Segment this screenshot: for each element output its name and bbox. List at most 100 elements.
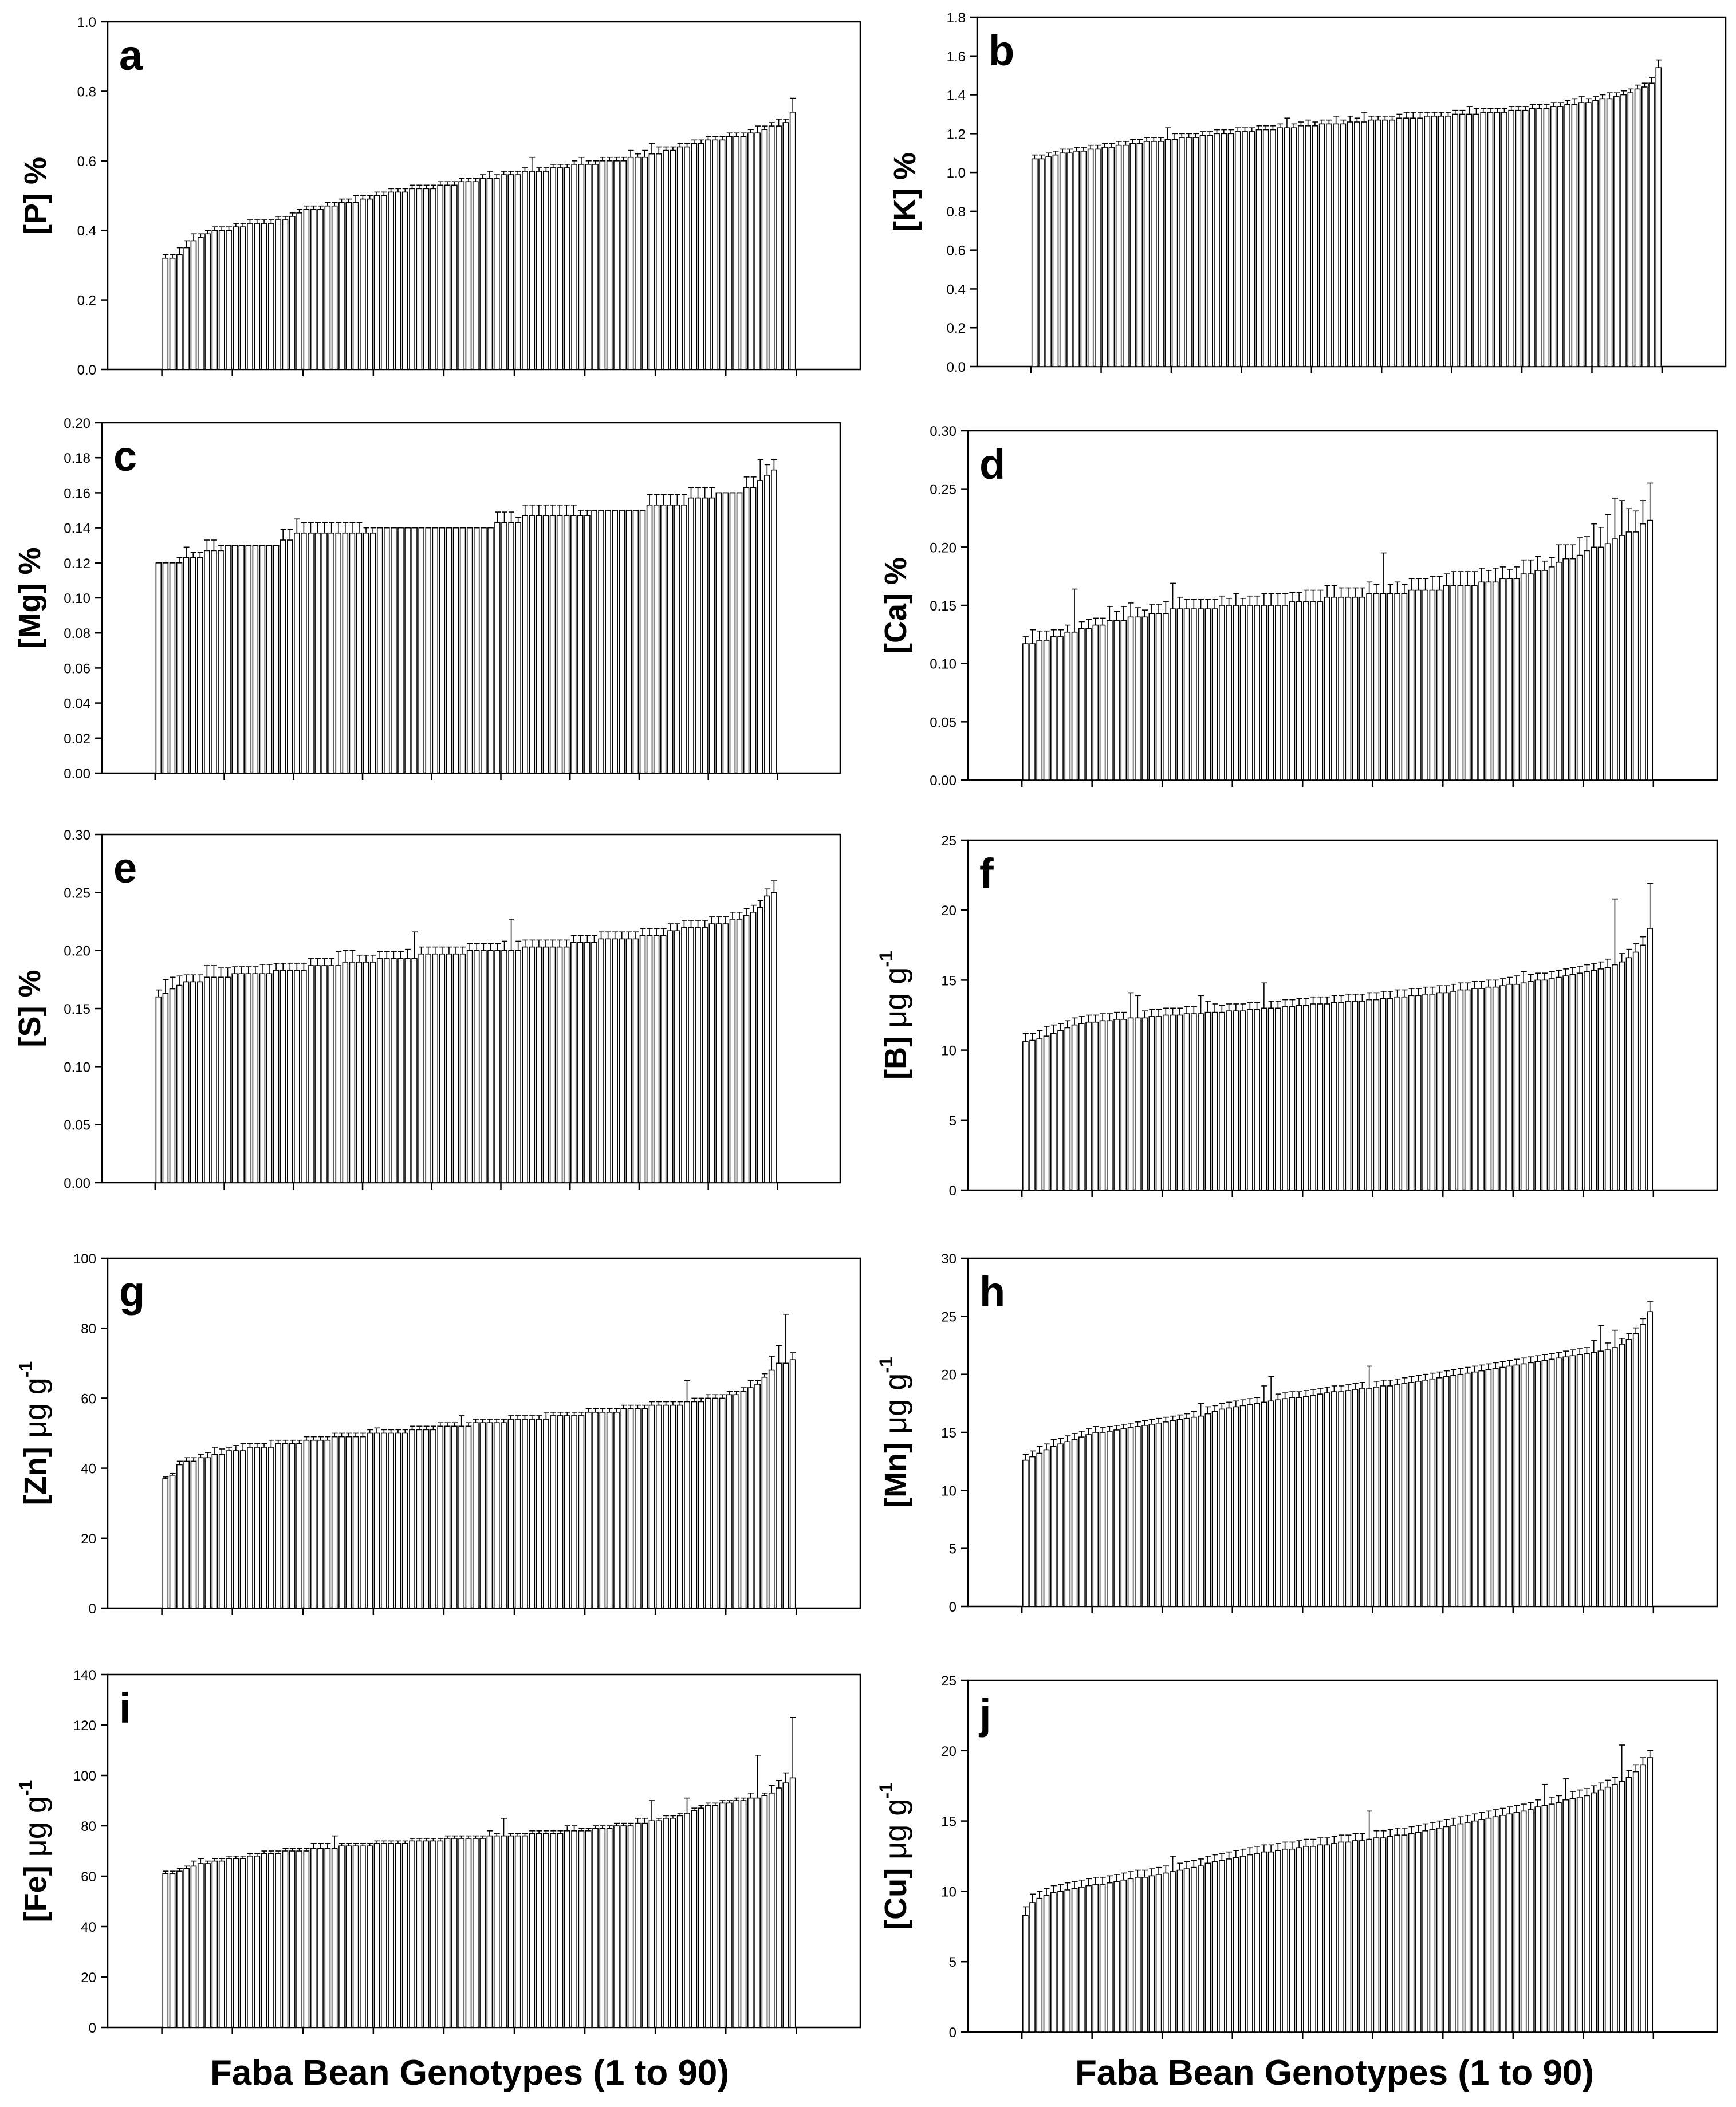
bar (1198, 1415, 1204, 1607)
y-axis-label-unit: % (13, 970, 47, 997)
bar (342, 962, 349, 1183)
bar (1368, 119, 1375, 367)
bar (211, 976, 217, 1183)
bar (1233, 605, 1239, 781)
bar (1487, 112, 1494, 367)
y-tick-label: 0.20 (64, 944, 90, 959)
bar (1478, 988, 1485, 1191)
bar (719, 1397, 726, 1609)
bar (1612, 538, 1618, 781)
bar (1170, 1871, 1176, 2033)
bar (1043, 1895, 1050, 2033)
bar (1261, 1851, 1267, 2033)
bar (1057, 636, 1064, 781)
bar (715, 492, 722, 774)
bar (1050, 636, 1057, 781)
bar (1429, 994, 1436, 1191)
bar (328, 965, 334, 1183)
bar (627, 156, 634, 370)
bar (493, 1835, 500, 2028)
bar (1036, 1038, 1043, 1191)
bar (1625, 531, 1632, 781)
bar (324, 1848, 331, 2028)
bar (736, 492, 743, 774)
bar (1095, 148, 1101, 367)
bar (1569, 974, 1576, 1191)
bar (1155, 1874, 1162, 2033)
bar (204, 1457, 211, 1609)
bar (1340, 123, 1347, 367)
bar (388, 1432, 394, 1609)
y-tick-label: 0.10 (930, 657, 956, 672)
bar (1591, 970, 1597, 1191)
bar (1127, 1427, 1134, 1607)
bar (1389, 119, 1395, 367)
y-tick-label: 5 (949, 1113, 956, 1129)
bar (1155, 1016, 1162, 1191)
bar (757, 480, 763, 774)
bar (1064, 631, 1071, 781)
bar (1148, 613, 1155, 781)
bar (1036, 640, 1043, 781)
bar (289, 1443, 296, 1609)
bar (663, 1404, 669, 1609)
bar (1632, 951, 1639, 1191)
bar (1548, 978, 1555, 1191)
bar (296, 212, 302, 370)
y-tick-label: 0.00 (64, 1176, 90, 1191)
bar (162, 1873, 169, 2028)
bar (515, 522, 521, 774)
bar (1556, 976, 1562, 1191)
y-tick-label: 140 (73, 1668, 96, 1683)
bar (632, 510, 639, 774)
bar (1415, 1381, 1422, 1607)
bar (1239, 605, 1246, 781)
bar (1619, 1781, 1625, 2033)
bar (712, 139, 719, 370)
bar (1078, 628, 1085, 781)
bar (197, 557, 203, 774)
bar (338, 1845, 345, 2028)
bar (275, 1853, 282, 2028)
y-axis-label-unit: % (879, 557, 913, 585)
bar (708, 923, 715, 1183)
bar (655, 1820, 662, 2028)
bar (367, 1845, 373, 2028)
bar (1534, 1806, 1541, 2033)
bar (324, 1439, 331, 1609)
bar (501, 950, 507, 1183)
bar (522, 946, 529, 1183)
bar (169, 988, 176, 1183)
bar (1289, 1397, 1296, 1607)
bar (331, 205, 338, 370)
bar (1134, 1017, 1141, 1191)
bar (1275, 605, 1281, 781)
bar (1191, 1866, 1197, 2033)
bar (1282, 1006, 1288, 1191)
bar (1155, 1422, 1162, 1607)
y-tick-label: 0 (949, 1183, 956, 1199)
y-tick-label: 10 (941, 1043, 956, 1059)
bar (1569, 558, 1576, 781)
bar (1612, 964, 1618, 1191)
bar (729, 919, 736, 1183)
bar (571, 164, 577, 370)
bar (1310, 1395, 1316, 1607)
y-axis-label-element: [Ca] (879, 585, 913, 653)
bar (1331, 1843, 1337, 2033)
y-tick-label: 1.0 (77, 15, 96, 30)
bar (1198, 608, 1204, 781)
bar (1214, 133, 1220, 367)
bar (446, 527, 452, 774)
bar (670, 1818, 676, 2028)
bar (1134, 1426, 1141, 1607)
bar (369, 962, 376, 1183)
bar (409, 1429, 415, 1609)
y-tick-label: 0.06 (64, 661, 90, 676)
bar (1219, 605, 1225, 781)
bar (1415, 1832, 1422, 2033)
bar (1576, 1797, 1583, 2033)
y-axis-label-element: [S] (13, 998, 47, 1047)
bar (1183, 608, 1190, 781)
bar (486, 1835, 493, 2028)
